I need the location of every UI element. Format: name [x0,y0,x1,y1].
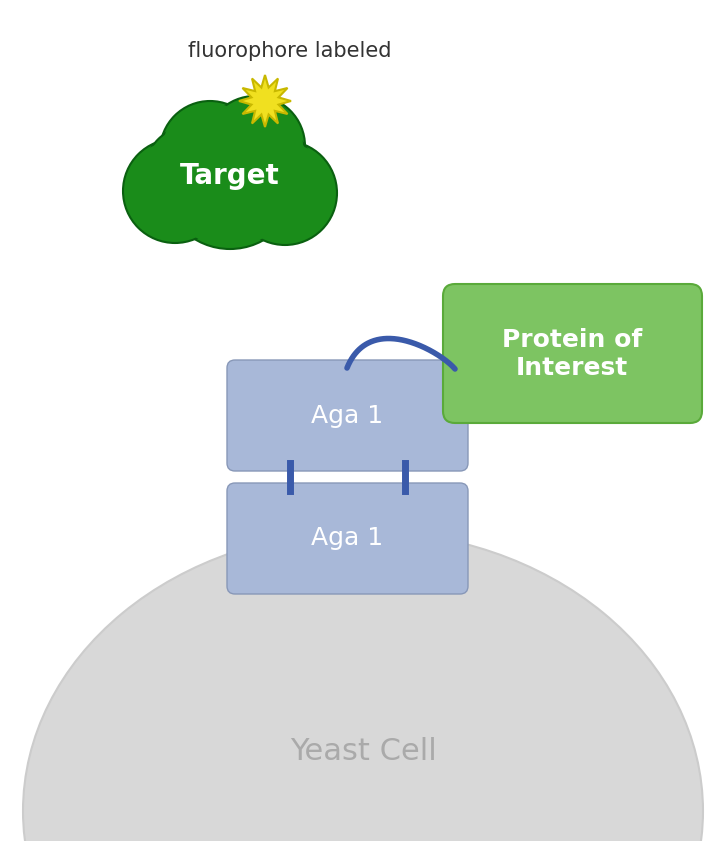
FancyBboxPatch shape [227,360,468,471]
Text: Aga 1: Aga 1 [311,404,383,428]
Text: fluorophore labeled: fluorophore labeled [188,41,392,61]
FancyBboxPatch shape [227,483,468,594]
Circle shape [235,143,335,243]
Circle shape [147,128,233,214]
Circle shape [164,115,296,247]
Text: Target: Target [180,162,280,190]
Circle shape [160,101,260,201]
Circle shape [205,96,305,196]
Text: Protein of
Interest: Protein of Interest [502,328,642,380]
Circle shape [125,141,225,241]
Circle shape [207,98,303,194]
Text: Yeast Cell: Yeast Cell [290,737,436,765]
Ellipse shape [23,531,703,841]
Circle shape [162,103,258,199]
Polygon shape [239,75,291,127]
Circle shape [162,113,298,249]
Circle shape [233,141,337,245]
Circle shape [228,127,312,211]
Circle shape [123,139,227,243]
FancyBboxPatch shape [443,284,702,423]
Circle shape [145,126,235,216]
Circle shape [230,129,310,209]
Text: Aga 1: Aga 1 [311,526,383,550]
